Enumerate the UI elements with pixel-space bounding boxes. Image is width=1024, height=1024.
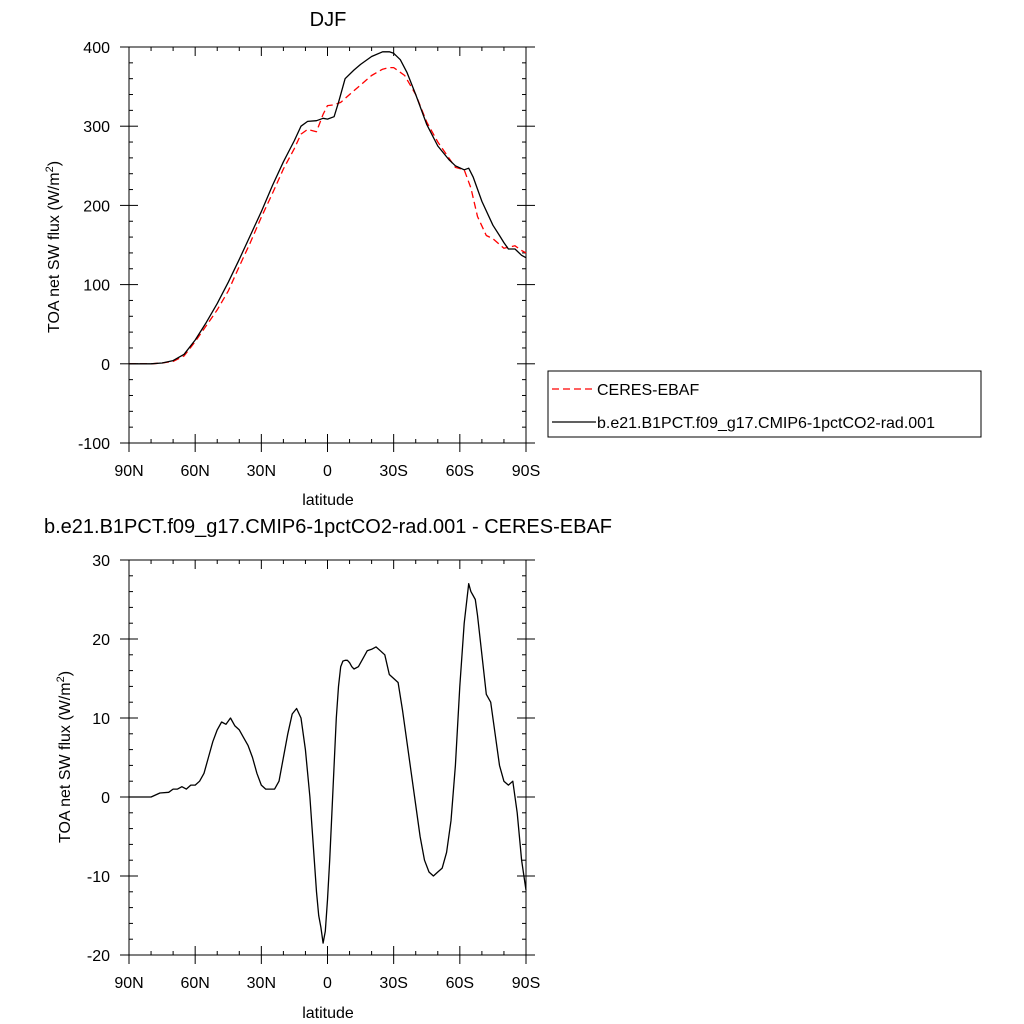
bottom-y-tick-label: 30 [92, 553, 110, 570]
top-y-tick-label: 300 [83, 119, 110, 136]
bottom-panel: b.e21.B1PCT.f09_g17.CMIP6-1pctCO2-rad.00… [44, 516, 612, 1022]
top-y-tick-label: 100 [83, 278, 110, 295]
bottom-plot-area: 90N 60N 30N 0 30S 60S 90S -20 -10 0 10 20 30 [87, 553, 540, 992]
bottom-y-tick-label: -10 [87, 869, 110, 886]
bottom-y-axis-label: TOA net SW flux (W/m2) [55, 671, 74, 843]
top-y-axis-label-main: TOA net SW flux (W/m [46, 172, 63, 333]
top-x-tick-label: 90S [512, 463, 540, 480]
top-y-tick-label: 400 [83, 40, 110, 57]
legend: CERES-EBAF b.e21.B1PCT.f09_g17.CMIP6-1pc… [547, 370, 982, 438]
top-x-tick-label: 30S [379, 463, 407, 480]
bottom-y-tick-label: 20 [92, 632, 110, 649]
bottom-x-tick-label: 60N [180, 975, 209, 992]
bottom-x-tick-label: 90N [114, 975, 143, 992]
top-series-line-ceres-ebaf [129, 66, 527, 365]
legend-label-ceres: CERES-EBAF [597, 382, 699, 399]
top-y-tick-label: 200 [83, 198, 110, 215]
bottom-y-axis-label-sup: 2 [55, 676, 67, 682]
top-y-axis-label: TOA net SW flux (W/m2) [44, 161, 63, 333]
top-panel-title: DJF [310, 9, 347, 31]
bottom-y-tick-label: -20 [87, 948, 110, 965]
top-y-tick-label: -100 [78, 436, 110, 453]
bottom-y-axis-label-tail: ) [57, 671, 74, 676]
bottom-x-tick-label: 90S [512, 975, 540, 992]
bottom-x-axis-label: latitude [302, 1005, 354, 1022]
bottom-x-tick-label: 30S [379, 975, 407, 992]
bottom-x-tick-label: 60S [446, 975, 474, 992]
top-x-tick-label: 60N [180, 463, 209, 480]
top-x-axis-label: latitude [302, 492, 354, 509]
top-series-line-model [129, 51, 527, 365]
bottom-x-tick-label: 0 [323, 975, 332, 992]
bottom-y-axis-label-main: TOA net SW flux (W/m [57, 682, 74, 843]
top-x-tick-label: 90N [114, 463, 143, 480]
top-panel: DJF 90N 60N 30N 0 30S 60S 90S -100 0 100 200 300 400… [44, 9, 540, 509]
top-x-tick-label: 60S [446, 463, 474, 480]
bottom-panel-title: b.e21.B1PCT.f09_g17.CMIP6-1pctCO2-rad.00… [44, 516, 612, 538]
top-plot-area: 90N 60N 30N 0 30S 60S 90S -100 0 100 200 300 400 [78, 40, 540, 480]
top-x-tick-label: 0 [323, 463, 332, 480]
top-x-tick-label: 30N [247, 463, 276, 480]
top-y-axis-label-tail: ) [46, 161, 63, 166]
top-y-axis-label-sup: 2 [44, 166, 56, 172]
bottom-series-line-difference [129, 583, 527, 944]
legend-label-model: b.e21.B1PCT.f09_g17.CMIP6-1pctCO2-rad.00… [597, 415, 935, 432]
bottom-x-tick-label: 30N [247, 975, 276, 992]
legend-box [547, 370, 982, 438]
bottom-y-tick-label: 0 [101, 790, 110, 807]
bottom-y-tick-label: 10 [92, 711, 110, 728]
top-y-tick-label: 0 [101, 357, 110, 374]
